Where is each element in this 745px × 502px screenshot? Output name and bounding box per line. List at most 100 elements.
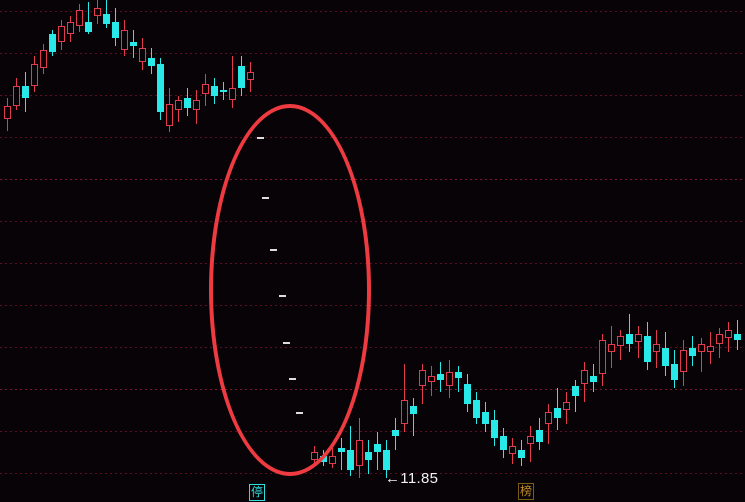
candle-body xyxy=(401,400,408,424)
candlestick xyxy=(94,0,101,24)
candlestick xyxy=(247,62,254,92)
candlestick xyxy=(545,404,552,444)
candlestick xyxy=(383,440,390,478)
candle-body xyxy=(148,58,155,66)
candlestick xyxy=(347,426,354,476)
candle-body xyxy=(482,412,489,424)
candle-body xyxy=(220,90,227,92)
candlestick xyxy=(563,392,570,424)
candle-body xyxy=(356,440,363,466)
candle-body xyxy=(590,376,597,382)
candle-body xyxy=(455,372,462,378)
list-marker[interactable]: 榜 xyxy=(518,483,535,500)
candlestick xyxy=(49,30,56,56)
candlestick xyxy=(202,74,209,106)
candle-body xyxy=(572,386,579,396)
candle-body xyxy=(428,376,435,382)
suspension-gap-highlight-ellipse xyxy=(209,104,371,476)
candle-body xyxy=(103,14,110,24)
candlestick xyxy=(103,0,110,28)
candle-wick xyxy=(413,398,414,436)
candle-body xyxy=(202,84,209,94)
candlestick xyxy=(31,56,38,92)
candlestick xyxy=(410,398,417,436)
candlestick xyxy=(329,448,336,468)
candle-body xyxy=(184,98,191,108)
candlestick xyxy=(365,440,372,474)
candlestick xyxy=(130,30,137,58)
candle-body xyxy=(58,26,65,42)
candle-wick xyxy=(232,56,233,108)
candle-body xyxy=(193,100,200,110)
candle-wick xyxy=(629,314,630,352)
candle-body xyxy=(608,344,615,352)
candle-body xyxy=(67,22,74,34)
candle-body xyxy=(437,374,444,380)
candlestick xyxy=(527,426,534,462)
candle-wick xyxy=(530,426,531,462)
candle-body xyxy=(175,100,182,110)
candlestick xyxy=(392,418,399,450)
candlestick xyxy=(500,428,507,458)
candlestick xyxy=(689,336,696,366)
candlestick xyxy=(725,322,732,352)
candlestick xyxy=(608,326,615,368)
candle-body xyxy=(229,88,236,100)
candle-body xyxy=(238,66,245,88)
candlestick xyxy=(374,432,381,470)
candle-body xyxy=(130,42,137,46)
candlestick xyxy=(139,38,146,70)
candle-body xyxy=(716,334,723,344)
candlestick xyxy=(58,20,65,50)
candle-body xyxy=(347,450,354,470)
candle-wick xyxy=(548,404,549,444)
candle-body xyxy=(581,370,588,384)
candle-body xyxy=(689,348,696,356)
candle-body xyxy=(509,446,516,454)
candlestick xyxy=(40,44,47,74)
candlestick xyxy=(644,322,651,370)
candle-body xyxy=(410,406,417,414)
candle-body xyxy=(94,8,101,16)
candlestick xyxy=(166,88,173,132)
candle-body xyxy=(157,64,164,112)
candle-body xyxy=(527,436,534,444)
candle-body xyxy=(734,334,741,340)
candlestick xyxy=(148,48,155,74)
candlestick xyxy=(76,4,83,32)
candlestick xyxy=(617,330,624,360)
candlestick xyxy=(599,334,606,386)
price-label: ←11.85 xyxy=(385,470,439,487)
candlestick xyxy=(680,340,687,386)
halt-marker[interactable]: 停 xyxy=(249,484,266,501)
candlestick xyxy=(22,72,29,112)
candle-body xyxy=(4,106,11,119)
candle-body xyxy=(31,64,38,86)
candlestick xyxy=(229,56,236,108)
candle-body xyxy=(329,456,336,464)
candle-wick xyxy=(88,2,89,34)
candlestick xyxy=(671,350,678,388)
candlestick xyxy=(473,392,480,424)
candlestick xyxy=(356,418,363,478)
candle-wick xyxy=(341,438,342,470)
candle-body xyxy=(112,22,119,38)
candle-body xyxy=(446,372,453,386)
candlestick xyxy=(220,82,227,100)
candle-body xyxy=(500,436,507,450)
candlestick xyxy=(67,16,74,42)
candlestick xyxy=(184,88,191,116)
candlestick xyxy=(13,78,20,110)
candlestick xyxy=(734,320,741,350)
candlestick xyxy=(590,364,597,392)
candle-body xyxy=(365,452,372,460)
candle-body xyxy=(166,104,173,126)
candle-body xyxy=(635,334,642,342)
candlestick xyxy=(482,402,489,432)
candlestick xyxy=(662,332,669,376)
candlestick xyxy=(401,364,408,432)
candle-wick xyxy=(458,366,459,392)
candlestick xyxy=(112,8,119,46)
